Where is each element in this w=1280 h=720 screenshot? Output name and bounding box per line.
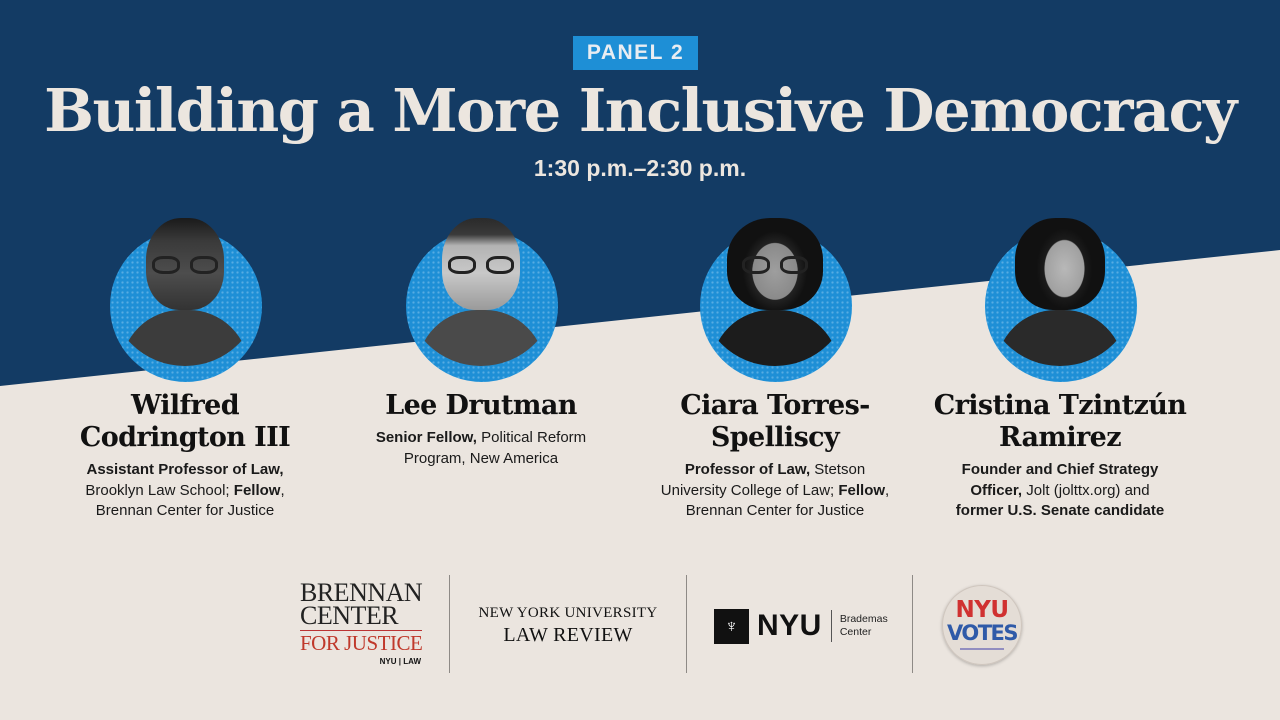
speaker-card-wilfred-codrington: Wilfred Codrington III Assistant Profess… — [35, 210, 335, 522]
glasses-icon — [152, 256, 218, 274]
speaker-role: Assistant Professor of Law, Brooklyn Law… — [85, 461, 285, 519]
speaker-role: Professor of Law, Stetson University Col… — [660, 461, 890, 519]
nyu-votes-badge: NYU VOTES — [942, 585, 1022, 665]
nyu-law-review-logo: NEW YORK UNIVERSITY LAW REVIEW — [478, 605, 658, 646]
speaker-role: Senior Fellow, Political Reform Program,… — [375, 429, 587, 467]
speaker-photo — [975, 210, 1145, 385]
event-title: Building a More Inclusive Democracy — [44, 76, 1237, 145]
speaker-card-ciara-torres-spelliscy: Ciara Torres- Spelliscy Professor of Law… — [625, 210, 925, 522]
speaker-name: Ciara Torres- Spelliscy — [680, 390, 870, 453]
nyu-law-mark: NYU | LAW — [379, 657, 421, 666]
nyu-brademas-logo: ♆ NYU Brademas Center — [714, 608, 888, 644]
logo-divider — [686, 575, 687, 673]
sponsor-logos: BRENNAN CENTER FOR JUSTICE NYU | LAW NEW… — [0, 575, 1280, 675]
panel-badge: PANEL 2 — [573, 36, 698, 70]
speaker-card-cristina-tzintzun-ramirez: Cristina Tzintzún Ramirez Founder and Ch… — [910, 210, 1210, 522]
speaker-photo — [396, 210, 566, 385]
speaker-name: Cristina Tzintzún Ramirez — [933, 390, 1187, 453]
portrait-head — [1015, 218, 1105, 310]
glasses-icon — [742, 256, 808, 274]
speaker-name: Wilfred Codrington III — [79, 390, 291, 453]
speaker-photo — [100, 210, 270, 385]
event-time: 1:30 p.m.–2:30 p.m. — [533, 155, 747, 181]
speaker-photo — [690, 210, 860, 385]
logo-divider — [912, 575, 913, 673]
speaker-role: Founder and Chief Strategy Officer, Jolt… — [955, 461, 1165, 519]
speaker-name: Lee Drutman — [385, 390, 577, 421]
glasses-icon — [448, 256, 514, 274]
brennan-center-logo: BRENNAN CENTER FOR JUSTICE NYU | LAW — [300, 580, 425, 666]
torch-icon: ♆ — [714, 608, 749, 644]
logo-divider — [449, 575, 450, 673]
speaker-card-lee-drutman: Lee Drutman Senior Fellow, Political Ref… — [331, 210, 631, 469]
